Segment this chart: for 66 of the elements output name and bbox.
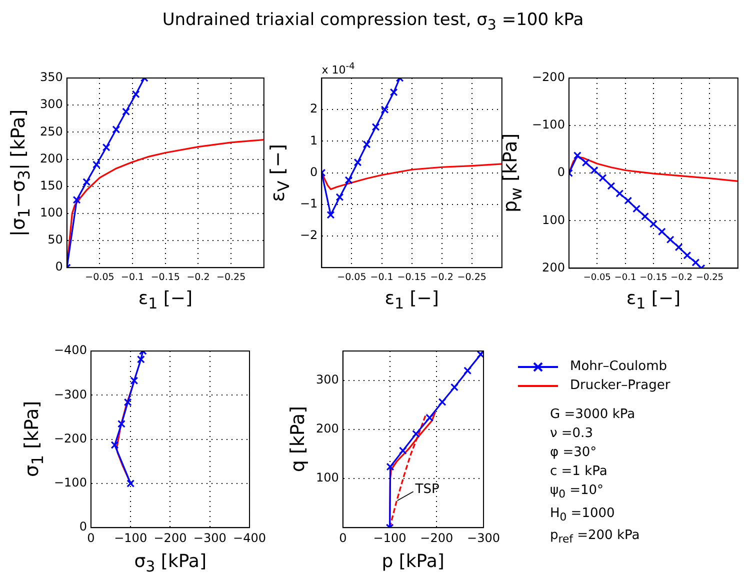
annotation: TSP xyxy=(414,482,440,497)
y-tick-label: −2 xyxy=(300,228,318,242)
x-tick-label: −0.1 xyxy=(614,272,636,283)
x-axis-title: ε$_{1}$ [−] xyxy=(384,288,439,313)
y-tick-label: 50 xyxy=(48,232,63,247)
x-tick-label: −0.2 xyxy=(186,272,210,283)
x-tick-label: −0.1 xyxy=(121,272,144,283)
x-tick-label: −0.2 xyxy=(670,272,693,283)
x-tick-label: −100 xyxy=(114,530,148,545)
y-tick-label: 0 xyxy=(55,260,63,274)
text: p$_{ref}$ =200 kPa xyxy=(550,527,641,548)
x-axis-title: σ$_{3}$ [kPa] xyxy=(134,551,206,576)
x-axis-title: ε$_{1}$ [−] xyxy=(626,288,681,313)
y-tick-label: −300 xyxy=(54,387,87,402)
y-tick-label: 100 xyxy=(40,206,63,220)
x-tick-label: −300 xyxy=(467,530,500,545)
text: Undrained triaxial compression test, σ$_{3}$ =100 kPa xyxy=(161,10,585,34)
y-tick-label: 200 xyxy=(316,422,339,436)
y-tick-label: 100 xyxy=(542,212,565,227)
x-tick-label: −0.05 xyxy=(337,272,366,283)
text: c =1 kPa xyxy=(550,463,608,481)
x-tick-label: −0.25 xyxy=(696,272,724,283)
x-tick-label: −0.25 xyxy=(216,272,246,283)
y-tick-label: −1 xyxy=(300,196,318,211)
x-tick-label: −0.15 xyxy=(150,272,180,283)
y-tick-label: −200 xyxy=(54,431,87,446)
text: ψ$_{0}$ =10° xyxy=(550,482,605,503)
x-tick-label: −0.1 xyxy=(370,272,394,283)
text: φ =30° xyxy=(550,444,598,462)
x-tick-label: −300 xyxy=(193,530,226,545)
x-tick-label: −0.25 xyxy=(457,272,486,283)
y-tick-label: 300 xyxy=(40,97,63,112)
text: x 10$^{-4}$ xyxy=(322,61,355,77)
x-tick-label: −0.05 xyxy=(583,272,611,283)
x-tick-label: −200 xyxy=(154,530,187,545)
legend-label: Mohr–Coulomb xyxy=(570,359,668,374)
x-tick-label: −0.2 xyxy=(430,272,454,283)
x-tick-label: −0.15 xyxy=(640,272,668,283)
y-tick-label: −200 xyxy=(532,70,565,84)
x-tick-label: −400 xyxy=(233,530,266,545)
y-tick-label: 200 xyxy=(542,260,565,274)
y-tick-label: 350 xyxy=(40,70,63,84)
y-tick-label: 1 xyxy=(310,133,318,148)
y-tick-label: −100 xyxy=(54,476,87,490)
text: H$_{0}$ =1000 xyxy=(550,504,616,526)
y-tick-label: 0 xyxy=(557,165,565,180)
x-tick-label: −0.05 xyxy=(85,272,114,283)
y-tick-label: 0 xyxy=(79,520,87,534)
y-tick-label: 200 xyxy=(40,151,63,166)
text: ν =0.3 xyxy=(550,425,594,443)
x-tick-label: −200 xyxy=(420,530,454,545)
y-tick-label: 250 xyxy=(40,124,63,138)
text: G =3000 kPa xyxy=(550,406,636,424)
y-tick-label: 300 xyxy=(316,372,339,387)
y-tick-label: 100 xyxy=(316,470,339,485)
y-tick-label: 2 xyxy=(310,102,318,116)
y-axis-title: q [kPa] xyxy=(287,406,310,472)
x-tick-label: −100 xyxy=(373,530,406,545)
x-tick-label: −0.15 xyxy=(397,272,426,283)
y-tick-label: 0 xyxy=(310,164,318,179)
x-axis-title: ε$_{1}$ [−] xyxy=(138,288,193,313)
y-tick-label: −100 xyxy=(532,118,565,132)
y-tick-label: −400 xyxy=(54,343,87,358)
legend-label: Drucker–Prager xyxy=(570,378,670,393)
y-tick-label: 150 xyxy=(40,178,63,192)
x-axis-title: p [kPa] xyxy=(382,551,444,572)
